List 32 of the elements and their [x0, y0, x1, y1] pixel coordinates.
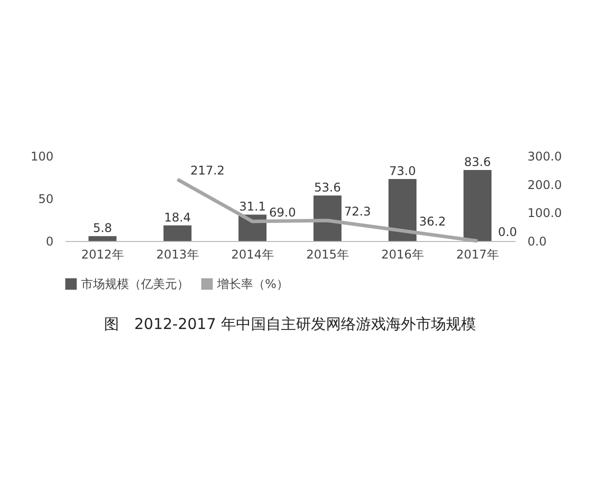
text: 图 2012-2017 年中国自主研发网络游戏海外市场规模 — [104, 315, 476, 333]
data-label: 36.2 — [419, 214, 446, 229]
data-label: 73.0 — [389, 164, 416, 178]
data-label: 83.6 — [464, 154, 491, 169]
bar — [388, 178, 416, 241]
x-tick-label: 2013年 — [156, 248, 199, 262]
bar — [164, 225, 192, 241]
x-tick-label: 2012年 — [81, 248, 124, 262]
y2-tick-label: 300.0 — [528, 150, 562, 164]
y-tick-label: 50 — [38, 192, 54, 206]
data-label: 53.6 — [314, 180, 341, 194]
legend-label: 增长率（%） — [216, 277, 288, 291]
data-label: 72.3 — [344, 204, 371, 219]
x-tick-label: 2014年 — [231, 248, 274, 262]
x-tick-label: 2017年 — [456, 248, 499, 262]
y2-tick-label: 100.0 — [528, 206, 562, 220]
data-label: 69.0 — [269, 205, 296, 220]
data-label: 31.1 — [239, 200, 266, 214]
x-tick-label: 2015年 — [306, 248, 349, 262]
y2-tick-label: 0.0 — [528, 234, 547, 248]
legend-label: 市场规模（亿美元） — [81, 277, 189, 291]
data-label: 5.8 — [92, 221, 112, 236]
y2-tick-label: 200.0 — [528, 178, 562, 192]
y-tick-label: 0 — [46, 234, 54, 248]
x-tick-label: 2016年 — [381, 248, 424, 262]
data-label: 217.2 — [190, 163, 225, 178]
y-tick-label: 100 — [30, 150, 54, 164]
data-label: 18.4 — [164, 210, 191, 224]
bar — [88, 236, 116, 241]
bar — [314, 195, 342, 241]
data-label: 0.0 — [498, 225, 518, 239]
bar — [464, 170, 492, 241]
